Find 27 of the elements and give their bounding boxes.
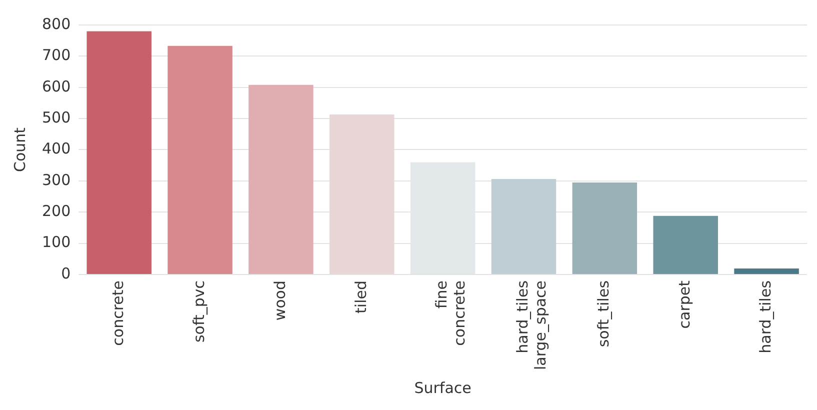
bar	[653, 216, 718, 274]
y-tick-label: 700	[42, 46, 71, 64]
bar	[86, 31, 152, 274]
y-tick-label: 400	[42, 140, 71, 158]
y-tick-label: 600	[42, 77, 71, 96]
bar	[248, 84, 314, 274]
x-axis-title: Surface	[414, 378, 472, 397]
y-tick-label: 200	[42, 202, 71, 220]
y-tick-label: 100	[42, 233, 71, 252]
x-tick-label: tiled	[352, 280, 370, 314]
x-tick-label: wood	[270, 280, 289, 321]
x-tick-label: hard_tiles	[756, 280, 774, 354]
y-tick-label: 800	[42, 14, 71, 33]
bar	[330, 114, 394, 274]
x-tick-label: soft_pvc	[190, 280, 208, 343]
y-tick-label: 500	[42, 108, 71, 126]
bar	[734, 268, 799, 274]
y-axis-title: Count	[10, 127, 29, 172]
x-tick-label: soft_tiles	[594, 280, 613, 348]
y-tick-label: 0	[61, 264, 71, 282]
bar	[168, 46, 232, 274]
x-tick-label: carpet	[675, 280, 694, 329]
x-tick-label: fine concrete	[432, 280, 469, 346]
bar	[491, 179, 556, 274]
bar	[572, 182, 638, 274]
x-tick-label: concrete	[108, 280, 127, 346]
y-tick-label: 300	[42, 170, 71, 189]
